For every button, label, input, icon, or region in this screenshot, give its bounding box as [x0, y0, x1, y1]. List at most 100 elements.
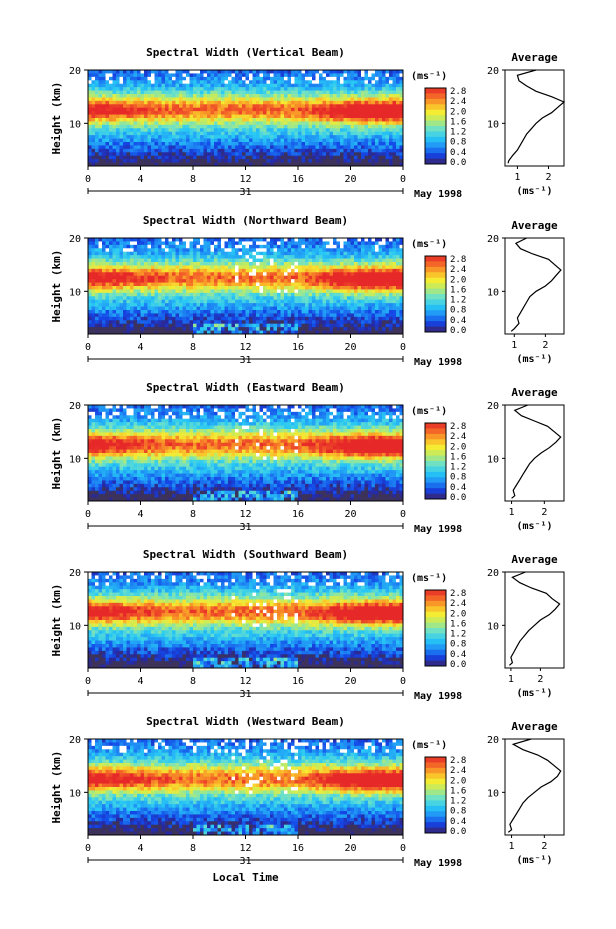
heatmap-cell [378, 272, 383, 277]
heatmap-cell [112, 138, 117, 143]
heatmap-cell [126, 118, 131, 122]
heatmap-cell [147, 323, 152, 328]
heatmap-cell [102, 323, 106, 328]
heatmap-cell [322, 155, 327, 160]
heatmap-cell [382, 70, 386, 74]
heatmap-cell [350, 90, 355, 95]
heatmap-cell [392, 268, 397, 273]
heatmap-cell [308, 313, 313, 318]
heatmap-cell [186, 248, 190, 253]
heatmap-cell [98, 162, 103, 167]
heatmap-cell [333, 80, 337, 85]
heatmap-cell [322, 299, 327, 304]
heatmap-cell [109, 94, 113, 98]
heatmap-cell [235, 255, 239, 259]
heatmap-cell [354, 135, 358, 139]
heatmap-cell [242, 142, 246, 146]
heatmap-cell [98, 142, 103, 146]
heatmap-cell [116, 292, 120, 297]
heatmap-cell [368, 265, 372, 270]
heatmap-cell [168, 114, 173, 119]
heatmap-cell [116, 70, 120, 74]
heatmap-cell [301, 292, 306, 297]
heatmap-cell [158, 104, 162, 109]
heatmap-cell [319, 90, 323, 95]
heatmap-cell [207, 272, 211, 277]
heatmap-cell [189, 107, 194, 112]
heatmap-cell [95, 135, 99, 139]
heatmap-cell [179, 124, 183, 129]
heatmap-cell [382, 244, 386, 249]
heatmap-cell [249, 135, 253, 139]
heatmap-cell [217, 327, 222, 331]
heatmap-cell [319, 159, 323, 163]
heatmap-cell [294, 73, 299, 78]
heatmap-cell [231, 268, 236, 273]
heatmap-cell [119, 152, 124, 157]
heatmap-cell [277, 241, 281, 246]
heatmap-cell [371, 80, 376, 85]
heatmap-cell [319, 320, 323, 325]
heatmap-cell [193, 80, 197, 85]
heatmap-cell [287, 313, 292, 318]
heatmap-cell [280, 159, 285, 163]
heatmap-cell [270, 97, 274, 102]
heatmap-cell [172, 80, 176, 85]
heatmap-cell [221, 292, 225, 297]
heatmap-cell [389, 104, 393, 109]
heatmap-cell [364, 320, 369, 325]
heatmap-cell [357, 255, 362, 259]
heatmap-cell [315, 104, 320, 109]
heatmap-cell [214, 303, 218, 307]
heatmap-cell [389, 73, 393, 78]
heatmap-cell [165, 152, 169, 157]
heatmap-cell [385, 118, 390, 122]
heatmap-cell [203, 310, 208, 314]
heatmap-cell [235, 83, 239, 88]
heatmap-cell [165, 83, 169, 88]
heatmap-cell [301, 118, 306, 122]
heatmap-cell [189, 316, 194, 321]
heatmap-cell [238, 262, 243, 266]
heatmap-cell [133, 279, 138, 283]
heatmap-cell [196, 70, 201, 74]
heatmap-cell [336, 83, 341, 88]
heatmap-cell [392, 114, 397, 119]
heatmap-cell [301, 107, 306, 112]
heatmap-cell [361, 292, 365, 297]
heatmap-cell [235, 310, 239, 314]
heatmap-cell [385, 124, 390, 129]
heatmap-cell [193, 76, 197, 81]
heatmap-cell [284, 238, 288, 242]
heatmap-cell [305, 313, 309, 318]
heatmap-cell [123, 104, 127, 109]
heatmap-cell [259, 313, 264, 318]
heatmap-cell [263, 258, 267, 263]
heatmap-cell [112, 73, 117, 78]
heatmap-cell [252, 73, 257, 78]
heatmap-cell [256, 268, 260, 273]
heatmap-cell [301, 275, 306, 280]
heatmap-cell [252, 303, 257, 307]
heatmap-cell [175, 83, 180, 88]
heatmap-cell [151, 265, 155, 270]
heatmap-cell [130, 87, 134, 91]
heatmap-cell [158, 76, 162, 81]
heatmap-cell [336, 320, 341, 325]
heatmap-cell [378, 83, 383, 88]
colorbar-step [425, 126, 446, 132]
heatmap-cell [154, 323, 159, 328]
heatmap-cell [151, 135, 155, 139]
heatmap-cell [154, 299, 159, 304]
heatmap-cell [112, 111, 117, 115]
colorbar-step [425, 142, 446, 149]
heatmap-cell [273, 90, 278, 95]
heatmap-cell [238, 310, 243, 314]
heatmap-cell [175, 320, 180, 325]
heatmap-cell [305, 255, 309, 259]
heatmap-cell [235, 279, 239, 283]
heatmap-cell [151, 279, 155, 283]
heatmap-cell [242, 114, 246, 119]
heatmap-cell [263, 289, 267, 294]
heatmap-cell [361, 135, 365, 139]
